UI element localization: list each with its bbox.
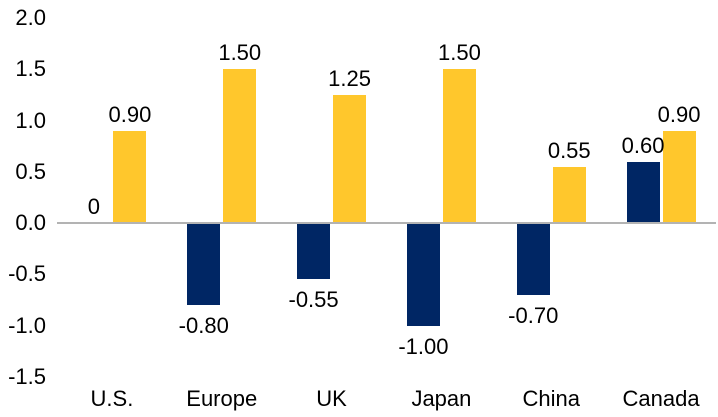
y-tick-label: 1.5 <box>15 56 46 82</box>
value-label-navy-series: 0 <box>87 194 101 219</box>
value-label-navy-series: -0.55 <box>288 287 339 313</box>
value-label-navy-series: 0.60 <box>621 132 665 158</box>
value-label-gold-series: 0.55 <box>547 137 591 163</box>
value-label-gold-series: 1.50 <box>437 40 481 66</box>
y-tick-label: 0.0 <box>15 210 46 235</box>
bar-gold-series-japan <box>442 69 476 223</box>
bar-navy-series-uk <box>297 223 331 280</box>
x-category-label: Canada <box>622 386 700 411</box>
value-label-gold-series: 1.50 <box>218 40 262 66</box>
bar-gold-series-canada <box>662 130 696 223</box>
x-category-label: Europe <box>186 386 258 411</box>
x-category-label: UK <box>316 386 347 411</box>
zero-axis-line <box>57 222 716 224</box>
x-category-label: U.S. <box>90 386 134 411</box>
value-label-navy-series: -0.70 <box>508 302 559 328</box>
bar-navy-series-canada <box>626 161 660 223</box>
bar-gold-series-us <box>113 130 147 223</box>
bar-gold-series-europe <box>223 69 257 223</box>
y-tick-label: 1.0 <box>15 107 46 133</box>
value-label-gold-series: 0.90 <box>108 101 152 127</box>
value-label-navy-series: -0.80 <box>178 313 229 338</box>
y-tick-label: -1.5 <box>8 363 46 389</box>
bar-gold-series-uk <box>333 94 367 223</box>
value-label-gold-series: 0.90 <box>657 101 701 127</box>
bar-gold-series-china <box>552 166 586 223</box>
bar-navy-series-china <box>516 223 550 295</box>
x-category-label: Japan <box>411 386 472 411</box>
bar-navy-series-europe <box>187 223 221 305</box>
y-tick-label: 0.5 <box>15 158 46 184</box>
y-tick-label: 2.0 <box>15 5 46 30</box>
value-label-navy-series: -1.00 <box>398 333 449 359</box>
y-tick-label: -1.0 <box>8 312 46 338</box>
y-tick-label: -0.5 <box>8 261 46 287</box>
value-label-gold-series: 1.25 <box>328 65 371 91</box>
x-category-label: China <box>522 386 580 411</box>
bar-navy-series-japan <box>406 223 440 326</box>
